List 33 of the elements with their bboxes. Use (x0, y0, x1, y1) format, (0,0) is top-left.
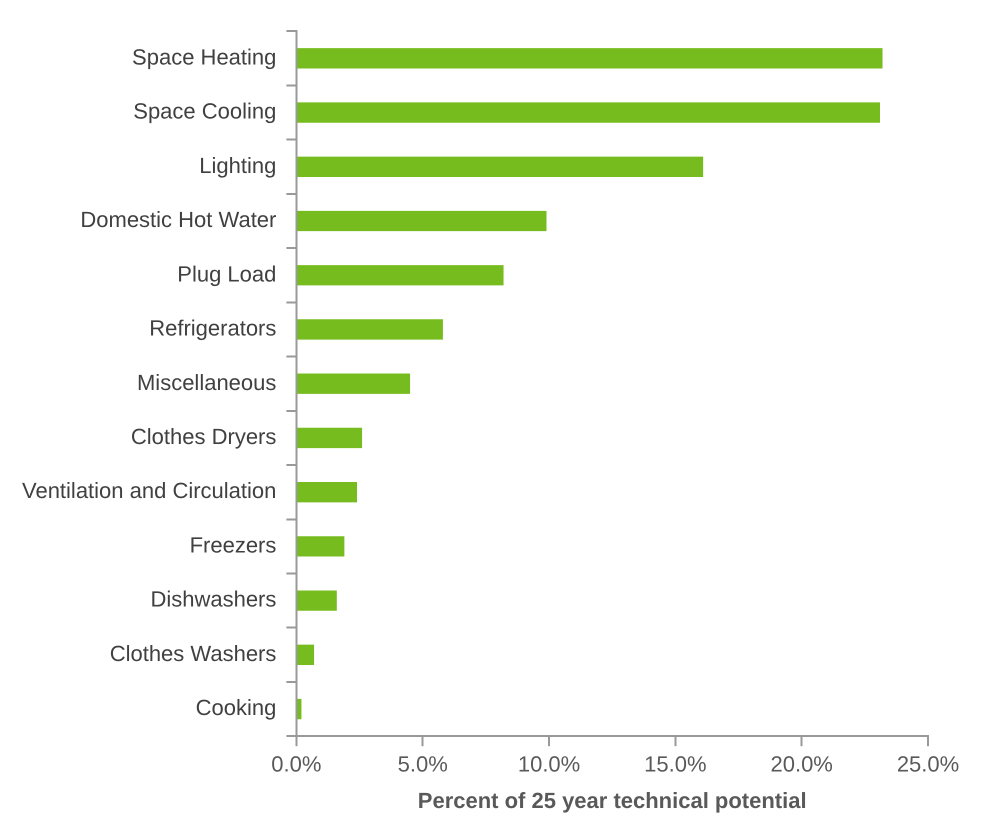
bar (297, 698, 302, 720)
y-tick-label: Refrigerators (149, 316, 276, 341)
bar (297, 265, 504, 286)
bar (297, 319, 443, 340)
y-tick-label: Plug Load (177, 261, 276, 286)
y-tick-label: Domestic Hot Water (80, 207, 276, 232)
bar (297, 644, 314, 666)
y-tick-label: Space Cooling (133, 98, 276, 124)
y-tick-label: Clothes Washers (110, 640, 276, 666)
bar (297, 536, 344, 557)
y-tick-label: Clothes Dryers (130, 424, 276, 449)
bar (297, 48, 883, 68)
x-tick-label: 15.0% (644, 751, 707, 776)
y-tick-label: Dishwashers (150, 586, 276, 612)
y-tick-label: Miscellaneous (136, 370, 276, 395)
y-tick-label: Ventilation and Circulation (22, 478, 276, 504)
bar (297, 482, 358, 502)
bar (297, 156, 704, 177)
bar (297, 428, 362, 448)
bar (297, 374, 410, 394)
x-axis-title: Percent of 25 year technical potential (418, 788, 807, 813)
y-tick-label: Freezers (190, 532, 276, 558)
y-tick-label: Space Heating (132, 44, 276, 70)
y-tick-label: Lighting (199, 152, 276, 178)
bar (297, 210, 547, 232)
x-tick-label: 5.0% (398, 751, 448, 776)
x-tick-label: 20.0% (770, 751, 833, 776)
x-tick-label: 10.0% (518, 751, 580, 776)
bar (297, 590, 337, 611)
x-tick-label: 25.0% (896, 751, 960, 776)
bar (297, 102, 880, 123)
x-tick-label: 0.0% (271, 751, 322, 776)
y-tick-label: Cooking (196, 695, 276, 720)
